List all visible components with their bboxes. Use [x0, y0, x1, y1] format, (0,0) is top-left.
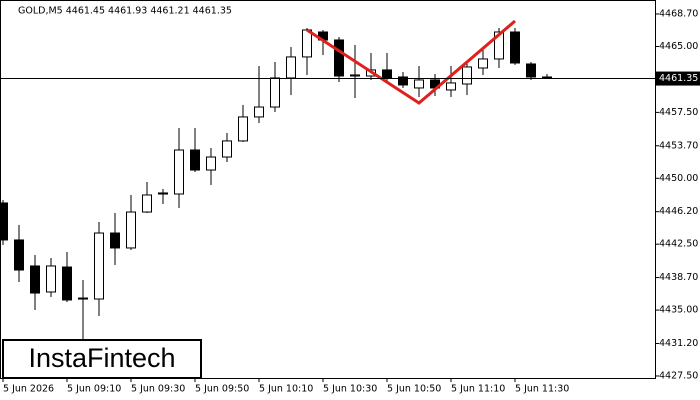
candle-body	[110, 232, 120, 249]
candle-body	[414, 79, 424, 89]
logo-box	[2, 339, 202, 379]
y-tick-label: 4453.70	[659, 140, 698, 151]
candle-body	[190, 149, 200, 171]
x-tick-label: 5 Jun 09:30	[131, 384, 185, 395]
x-tick-label: 5 Jun 09:10	[67, 384, 121, 395]
candle-body	[270, 77, 280, 108]
candle-body	[398, 76, 408, 86]
candle-body	[382, 69, 392, 79]
candles	[0, 27, 552, 341]
y-tick-label: 4435.00	[659, 305, 698, 316]
candle-body	[494, 31, 504, 60]
x-tick-label: 5 Jun 09:50	[195, 384, 249, 395]
candle-body	[510, 31, 520, 64]
x-tick-label: 5 Jun 10:30	[323, 384, 377, 395]
candle-body	[0, 202, 8, 241]
candle-body	[542, 76, 552, 79]
candle-body	[302, 29, 312, 58]
y-tick-label: 4468.70	[659, 8, 698, 19]
x-tick-label: 5 Jun 11:30	[515, 384, 569, 395]
candle-body	[30, 265, 40, 294]
candle-body	[222, 140, 232, 158]
y-tick-label: 4457.50	[659, 107, 698, 118]
candle-body	[174, 149, 184, 195]
candle-body	[46, 265, 56, 293]
candle-body	[206, 156, 216, 171]
double-top-pattern	[306, 19, 516, 105]
y-tick-label: 4438.70	[659, 272, 698, 283]
candle-body	[462, 66, 472, 85]
candle-body	[526, 63, 536, 78]
candle-body	[254, 106, 264, 118]
x-tick-label: 5 Jun 2026	[3, 384, 54, 395]
candle-body	[126, 211, 136, 249]
plot-frame	[0, 0, 656, 379]
candle-body	[478, 58, 488, 69]
y-tick-label: 4450.00	[659, 173, 698, 184]
last-price-tag	[656, 71, 700, 86]
candle-body	[14, 239, 24, 271]
candle-body	[78, 297, 88, 300]
y-tick-label: 4446.20	[659, 206, 698, 217]
candle-body	[334, 39, 344, 77]
candle-body	[158, 192, 168, 195]
x-tick-label: 5 Jun 10:50	[387, 384, 441, 395]
chart-title: GOLD,M5 4461.45 4461.93 4461.21 4461.35	[18, 6, 232, 17]
candle-body	[286, 56, 296, 79]
y-tick-label: 4427.50	[659, 370, 698, 381]
candle-body	[142, 194, 152, 213]
candle-body	[350, 74, 360, 77]
last-price-label: 4461.35	[659, 73, 698, 84]
logo: InstaFintech	[28, 343, 175, 373]
y-tick-label: 4465.00	[659, 41, 698, 52]
candle-body	[238, 116, 248, 142]
x-tick-label: 5 Jun 10:10	[259, 384, 313, 395]
candle-body	[62, 266, 72, 301]
x-tick-label: 5 Jun 11:10	[451, 384, 505, 395]
candle-body	[94, 232, 104, 300]
y-tick-label: 4442.50	[659, 239, 698, 250]
candle-body	[446, 82, 456, 91]
y-tick-label: 4431.20	[659, 338, 698, 349]
